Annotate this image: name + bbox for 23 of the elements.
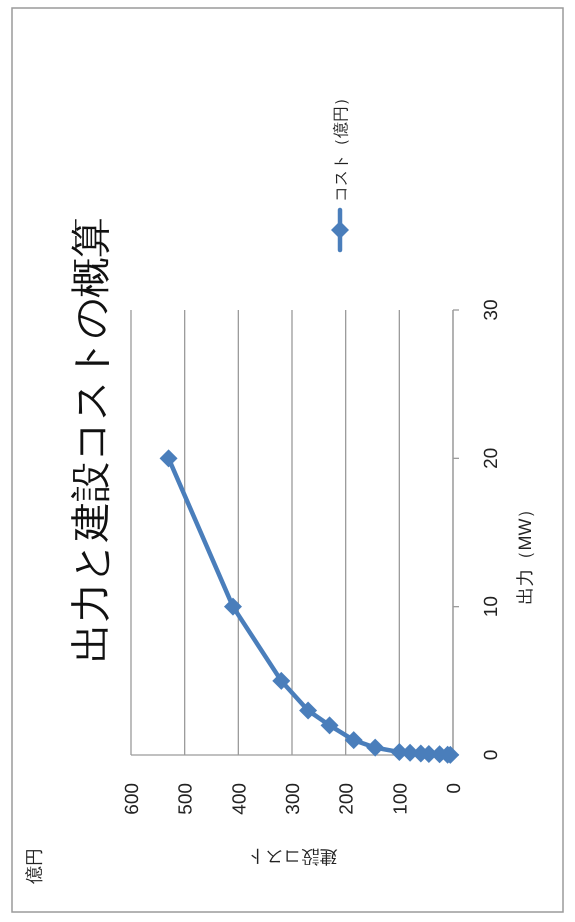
x-tick-label: 300 [283, 783, 304, 815]
point [299, 702, 318, 720]
point [320, 716, 339, 734]
y-tick-label: 10 [481, 596, 502, 618]
point [344, 731, 363, 750]
point [224, 598, 242, 616]
x-tick-label: 500 [176, 783, 197, 815]
x-tick-label: 100 [390, 783, 412, 815]
x-tick-label: 400 [229, 783, 250, 815]
y-axis-title: 出力（MW） [515, 500, 535, 604]
y-tick-label: 0 [481, 750, 502, 760]
x-tick-label: 200 [336, 783, 358, 815]
y-tick-label: 20 [481, 448, 502, 469]
point [272, 672, 290, 690]
x-tick-label: 0 [444, 783, 465, 794]
text: 億円 [24, 848, 44, 884]
text: 出力と建設コストの概算 [69, 218, 113, 662]
x-tick-label: 600 [122, 783, 143, 815]
point [160, 449, 178, 468]
y-tick-label: 30 [481, 299, 502, 321]
point [366, 738, 384, 757]
text: コスト（億円） [332, 90, 350, 202]
x-axis-title: 建設コスト [247, 847, 338, 867]
